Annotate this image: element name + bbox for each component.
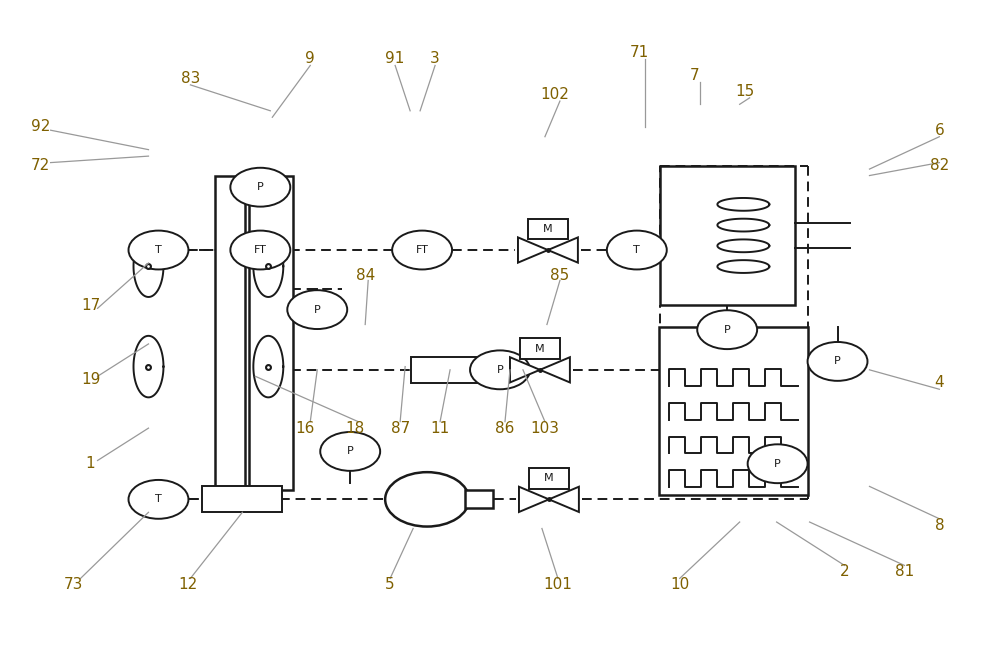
Text: 3: 3 bbox=[430, 51, 440, 66]
Polygon shape bbox=[717, 260, 769, 273]
Text: M: M bbox=[535, 344, 545, 354]
Polygon shape bbox=[134, 236, 163, 297]
Text: 102: 102 bbox=[540, 87, 569, 102]
Text: 91: 91 bbox=[385, 51, 405, 66]
Text: 6: 6 bbox=[935, 123, 944, 138]
Text: 82: 82 bbox=[930, 158, 949, 173]
Circle shape bbox=[129, 480, 188, 519]
Text: 92: 92 bbox=[31, 119, 50, 134]
Text: FT: FT bbox=[416, 245, 429, 255]
Circle shape bbox=[808, 342, 867, 381]
Text: 101: 101 bbox=[543, 578, 572, 593]
Polygon shape bbox=[549, 487, 579, 512]
Circle shape bbox=[607, 230, 667, 269]
Text: 103: 103 bbox=[530, 421, 559, 435]
Circle shape bbox=[748, 445, 808, 483]
Polygon shape bbox=[717, 198, 769, 211]
Text: 83: 83 bbox=[181, 71, 200, 86]
Circle shape bbox=[230, 168, 290, 206]
Polygon shape bbox=[253, 236, 283, 297]
Text: P: P bbox=[257, 182, 264, 192]
Text: 86: 86 bbox=[495, 421, 515, 435]
Text: 18: 18 bbox=[346, 421, 365, 435]
Text: 17: 17 bbox=[81, 298, 100, 313]
Text: T: T bbox=[155, 245, 162, 255]
FancyBboxPatch shape bbox=[465, 490, 493, 508]
Text: 1: 1 bbox=[86, 456, 95, 471]
Circle shape bbox=[129, 230, 188, 269]
Text: 2: 2 bbox=[840, 565, 849, 580]
FancyBboxPatch shape bbox=[660, 166, 795, 305]
Text: 15: 15 bbox=[735, 84, 754, 99]
Text: 85: 85 bbox=[550, 269, 570, 284]
Text: P: P bbox=[834, 356, 841, 367]
Text: 72: 72 bbox=[31, 158, 50, 173]
Text: P: P bbox=[497, 365, 503, 375]
FancyBboxPatch shape bbox=[529, 468, 569, 489]
Text: P: P bbox=[774, 459, 781, 469]
FancyBboxPatch shape bbox=[520, 338, 560, 359]
Text: FT: FT bbox=[254, 245, 267, 255]
Text: T: T bbox=[155, 495, 162, 504]
FancyBboxPatch shape bbox=[411, 357, 486, 383]
FancyBboxPatch shape bbox=[528, 219, 568, 239]
FancyBboxPatch shape bbox=[249, 175, 293, 489]
Text: 10: 10 bbox=[670, 578, 689, 593]
Polygon shape bbox=[253, 336, 283, 397]
Polygon shape bbox=[540, 357, 570, 382]
Circle shape bbox=[697, 310, 757, 349]
Text: 9: 9 bbox=[305, 51, 315, 66]
Polygon shape bbox=[510, 357, 540, 382]
Polygon shape bbox=[518, 238, 548, 263]
Polygon shape bbox=[519, 487, 549, 512]
Text: M: M bbox=[544, 473, 554, 484]
Text: 11: 11 bbox=[430, 421, 450, 435]
Text: 12: 12 bbox=[179, 578, 198, 593]
Polygon shape bbox=[717, 219, 769, 232]
Circle shape bbox=[392, 230, 452, 269]
Text: 4: 4 bbox=[935, 375, 944, 390]
FancyBboxPatch shape bbox=[659, 327, 808, 495]
Text: T: T bbox=[633, 245, 640, 255]
Text: 16: 16 bbox=[296, 421, 315, 435]
Text: 87: 87 bbox=[391, 421, 410, 435]
Text: P: P bbox=[314, 304, 321, 315]
Text: 19: 19 bbox=[81, 372, 100, 387]
Circle shape bbox=[230, 230, 290, 269]
Circle shape bbox=[470, 350, 530, 389]
Circle shape bbox=[287, 290, 347, 329]
Text: 84: 84 bbox=[356, 269, 375, 284]
Circle shape bbox=[385, 472, 469, 526]
Text: 71: 71 bbox=[630, 45, 649, 60]
FancyBboxPatch shape bbox=[215, 175, 245, 489]
Text: 5: 5 bbox=[385, 578, 395, 593]
Circle shape bbox=[320, 432, 380, 471]
Text: P: P bbox=[347, 447, 354, 456]
Text: 73: 73 bbox=[64, 578, 83, 593]
Text: P: P bbox=[724, 324, 731, 335]
Text: M: M bbox=[543, 224, 553, 234]
FancyBboxPatch shape bbox=[202, 486, 282, 512]
Text: 7: 7 bbox=[690, 67, 700, 82]
Polygon shape bbox=[134, 336, 163, 397]
Polygon shape bbox=[717, 239, 769, 252]
Text: 8: 8 bbox=[935, 518, 944, 533]
Text: 81: 81 bbox=[895, 565, 914, 580]
Polygon shape bbox=[548, 238, 578, 263]
